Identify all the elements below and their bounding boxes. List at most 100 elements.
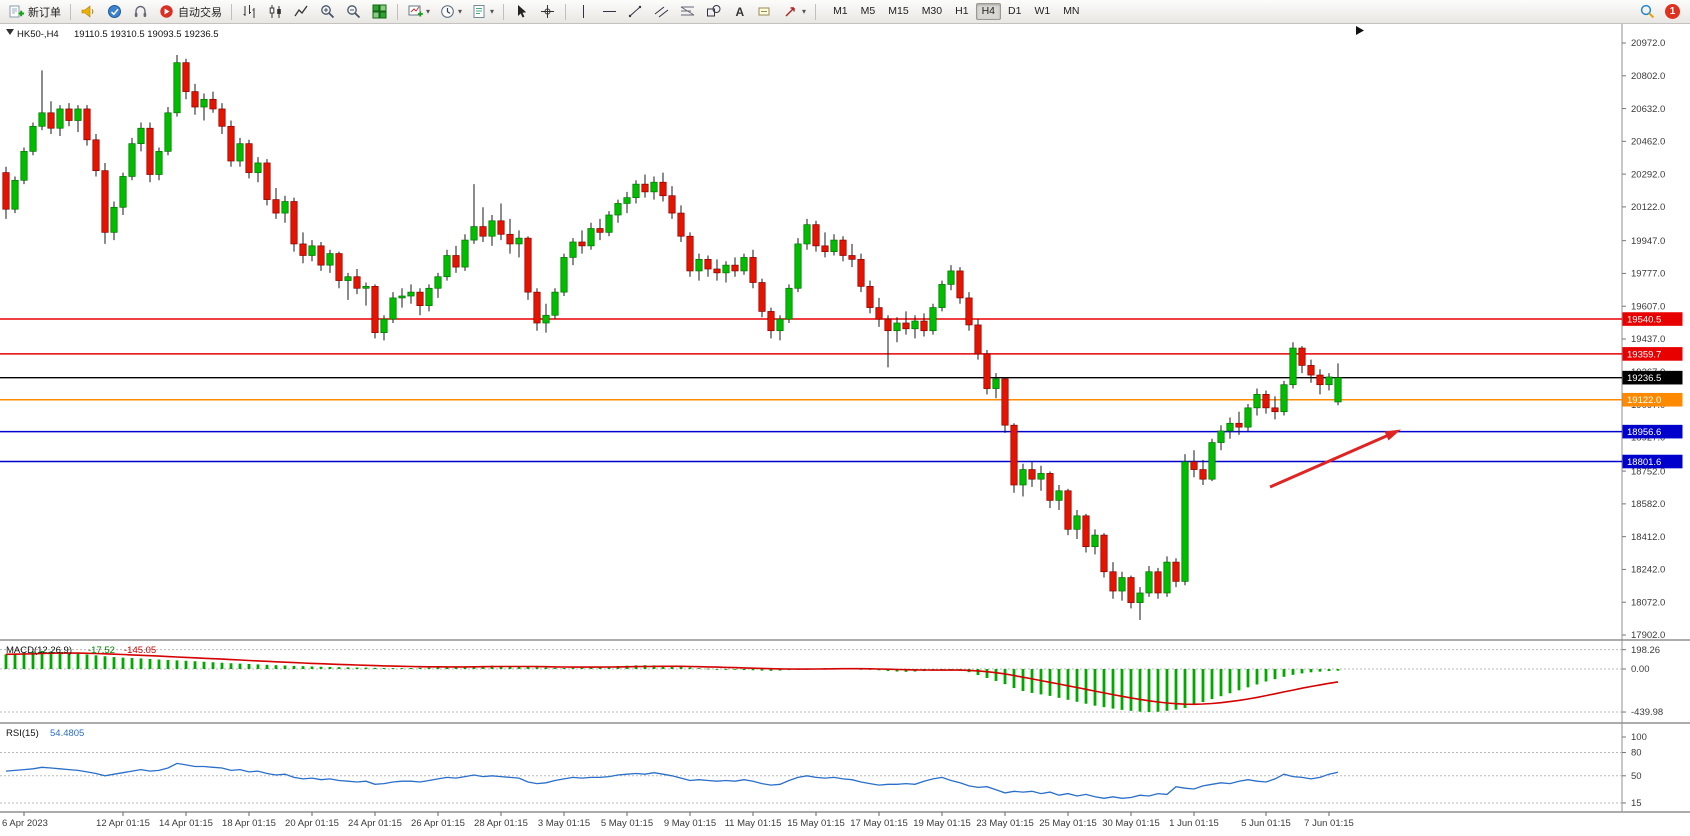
macd-main-value: -17.52 xyxy=(88,645,115,656)
timeframe-button-H4[interactable]: H4 xyxy=(975,3,1001,20)
svg-text:24 Apr 01:15: 24 Apr 01:15 xyxy=(348,818,402,829)
price-badge xyxy=(1622,347,1683,361)
price-axis[interactable]: 20972.0 20802.0 20632.0 20462.0 20292.0 20122… xyxy=(1622,38,1665,809)
timeframe-button-MN[interactable]: MN xyxy=(1063,5,1080,18)
price-badge xyxy=(1622,424,1683,439)
svg-text:80: 80 xyxy=(1631,748,1642,759)
channel-button[interactable] xyxy=(649,1,674,23)
trend-arrow-annotation[interactable] xyxy=(1269,429,1401,489)
svg-text:19437.0: 19437.0 xyxy=(1631,334,1665,345)
text-button[interactable]: A xyxy=(727,1,752,23)
market-watch-icon xyxy=(108,5,121,18)
new-order-icon xyxy=(9,5,24,18)
horizontal-line-button[interactable] xyxy=(597,1,622,23)
macd-series xyxy=(4,650,1340,713)
cursor-icon xyxy=(518,5,527,18)
chevron-down-icon: ▾ xyxy=(458,7,463,16)
sounds-button[interactable] xyxy=(128,1,153,23)
indicator-levels xyxy=(0,649,1622,804)
fibonacci-button[interactable] xyxy=(675,1,700,23)
line-chart-button[interactable] xyxy=(289,1,314,23)
arrow-tool-icon xyxy=(785,7,795,17)
svg-text:19777.0: 19777.0 xyxy=(1631,269,1665,280)
timeframe-button-H1[interactable]: H1 xyxy=(955,5,969,18)
svg-text:18412.0: 18412.0 xyxy=(1631,532,1665,543)
autotrade-icon xyxy=(160,5,173,18)
svg-text:15 May 01:15: 15 May 01:15 xyxy=(787,818,845,829)
autotrade-button[interactable]: 自动交易 xyxy=(154,1,226,23)
separator xyxy=(70,3,71,20)
separator xyxy=(231,3,232,20)
timeframe-toolbar: M1 M5 M15 M30 H1 H4 D1 W1 MN xyxy=(827,3,1085,20)
zoom-in-button[interactable] xyxy=(315,1,340,23)
market-watch-button[interactable] xyxy=(102,1,127,23)
timeframe-button-D1[interactable]: D1 xyxy=(1008,5,1022,18)
chevron-down-icon: ▾ xyxy=(802,7,807,16)
news-button[interactable] xyxy=(76,1,101,23)
macd-label: MACD(12,26,9) xyxy=(6,645,72,656)
svg-text:14 Apr 01:15: 14 Apr 01:15 xyxy=(159,818,213,829)
tile-windows-button[interactable] xyxy=(367,1,392,23)
svg-text:20632.0: 20632.0 xyxy=(1631,104,1665,115)
svg-text:5 May 01:15: 5 May 01:15 xyxy=(601,818,653,829)
separator xyxy=(565,3,567,20)
headset-icon xyxy=(134,5,147,17)
svg-text:19540.5: 19540.5 xyxy=(1627,314,1661,325)
fibonacci-icon xyxy=(680,6,695,16)
price-badge xyxy=(1622,454,1683,469)
zoom-out-button[interactable] xyxy=(341,1,366,23)
timeframe-button-M5[interactable]: M5 xyxy=(860,5,876,18)
megaphone-icon xyxy=(81,5,94,18)
svg-text:18801.6: 18801.6 xyxy=(1627,457,1661,468)
timeframe-button-M30[interactable]: M30 xyxy=(921,5,943,18)
new-chart-button[interactable]: ▾ xyxy=(403,1,434,23)
chart-labels: HK50-,H4 19110.5 19310.5 19093.5 19236.5… xyxy=(6,26,1364,739)
notification-badge[interactable]: 1 xyxy=(1665,4,1680,19)
cursor-button[interactable] xyxy=(509,1,534,23)
horizontal-lines[interactable] xyxy=(0,318,1622,463)
period-button[interactable]: ▾ xyxy=(435,1,466,23)
bar-chart-button[interactable] xyxy=(237,1,262,23)
clock-icon xyxy=(441,5,454,18)
vertical-line-button[interactable] xyxy=(571,1,596,23)
pane-borders xyxy=(0,24,1690,813)
svg-text:9 May 01:15: 9 May 01:15 xyxy=(664,818,716,829)
chevron-down-icon: ▾ xyxy=(426,7,431,16)
chart-collapse-icon[interactable] xyxy=(6,29,14,35)
arrows-button[interactable]: ▾ xyxy=(779,1,810,23)
tile-windows-icon xyxy=(372,4,387,19)
price-badge xyxy=(1622,392,1683,407)
new-order-button[interactable]: 新订单 xyxy=(4,1,65,23)
svg-text:198.26: 198.26 xyxy=(1631,645,1660,656)
timeframe-button-M15[interactable]: M15 xyxy=(888,5,909,18)
shapes-button[interactable] xyxy=(701,1,726,23)
timeframe-button-M1[interactable]: M1 xyxy=(833,5,848,18)
text-icon: A xyxy=(736,5,745,19)
macd-signal-value: -145.05 xyxy=(124,645,156,656)
trendline-button[interactable] xyxy=(623,1,648,23)
chart-area[interactable]: 20972.0 20802.0 20632.0 20462.0 20292.0 20122… xyxy=(0,24,1690,836)
svg-text:19359.7: 19359.7 xyxy=(1627,349,1661,360)
crosshair-button[interactable] xyxy=(535,1,560,23)
text-label-icon xyxy=(758,7,770,16)
svg-text:23 May 01:15: 23 May 01:15 xyxy=(976,818,1034,829)
price-badge xyxy=(1622,312,1683,326)
separator xyxy=(503,3,505,20)
shapes-icon xyxy=(707,5,721,17)
new-chart-icon xyxy=(408,5,423,17)
svg-text:26 Apr 01:15: 26 Apr 01:15 xyxy=(411,818,465,829)
template-button[interactable]: ▾ xyxy=(467,1,498,23)
svg-text:19607.0: 19607.0 xyxy=(1631,301,1665,312)
price-badges: 19540.5 19359.7 19236.5 19122.0 18956.6 18801… xyxy=(1622,312,1683,469)
svg-text:19947.0: 19947.0 xyxy=(1631,236,1665,247)
text-label-button[interactable] xyxy=(753,1,778,23)
timeframe-button-W1[interactable]: W1 xyxy=(1034,5,1051,18)
candlestick-chart-button[interactable] xyxy=(263,1,288,23)
search-button[interactable] xyxy=(1635,1,1660,23)
svg-text:50: 50 xyxy=(1631,771,1642,782)
time-axis[interactable]: 6 Apr 2023 12 Apr 01:15 14 Apr 01:15 18 Apr… xyxy=(2,812,1354,829)
svg-text:20802.0: 20802.0 xyxy=(1631,71,1665,82)
svg-text:12 Apr 01:15: 12 Apr 01:15 xyxy=(96,818,150,829)
svg-text:19122.0: 19122.0 xyxy=(1627,395,1661,406)
svg-text:7 Jun 01:15: 7 Jun 01:15 xyxy=(1304,818,1354,829)
